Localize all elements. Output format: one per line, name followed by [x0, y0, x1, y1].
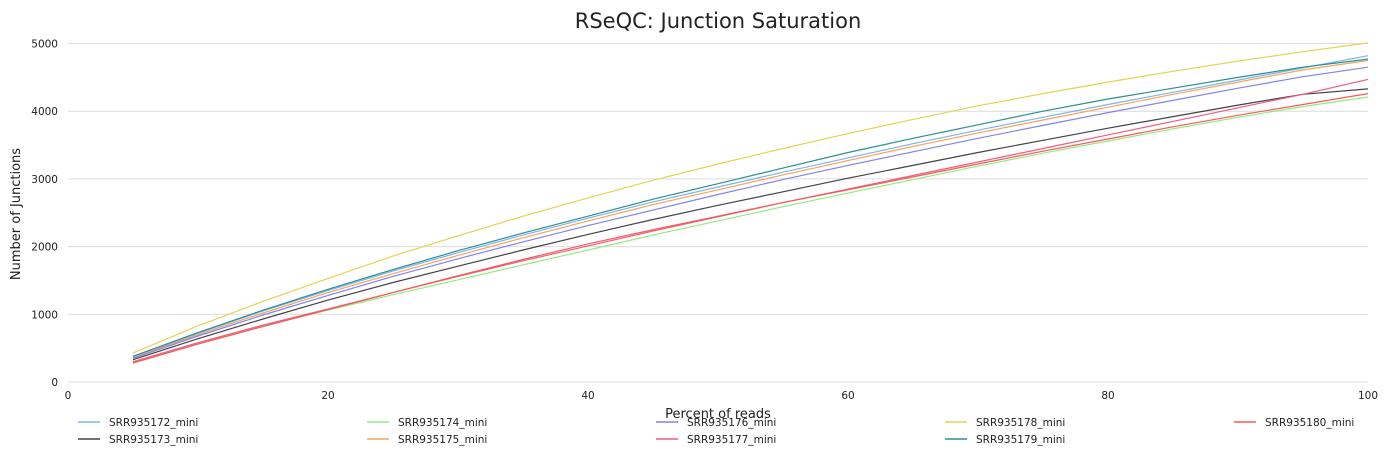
gridlines	[68, 43, 1368, 383]
series-line-SRR935173_mini	[132, 88, 1369, 361]
legend: SRR935172_mini SRR935173_mini SRR935174_mi…	[78, 417, 1354, 446]
y-tick-label: 4000	[31, 106, 58, 118]
series-line-SRR935177_mini	[132, 78, 1369, 363]
series-line-SRR935174_mini	[132, 96, 1369, 363]
legend-item[interactable]: SRR935177_mini	[656, 434, 776, 446]
legend-label: SRR935176_mini	[687, 417, 776, 429]
series-line-SRR935180_mini	[132, 93, 1369, 364]
legend-item[interactable]: SRR935172_mini	[78, 417, 198, 429]
legend-item[interactable]: SRR935180_mini	[1234, 417, 1354, 429]
chart-title: RSeQC: Junction Saturation	[575, 9, 862, 33]
x-axis-label: Percent of reads	[665, 407, 771, 422]
y-axis-ticks: 0 1000 2000 3000 4000 5000	[31, 39, 58, 389]
y-tick-label: 0	[51, 377, 58, 389]
x-axis-ticks: 0 20 40 60 80 100	[65, 390, 1378, 402]
legend-item[interactable]: SRR935179_mini	[945, 434, 1065, 446]
legend-item[interactable]: SRR935175_mini	[367, 434, 487, 446]
legend-item[interactable]: SRR935176_mini	[656, 417, 776, 429]
y-tick-label: 2000	[31, 242, 58, 254]
legend-label: SRR935179_mini	[976, 434, 1065, 446]
legend-item[interactable]: SRR935174_mini	[367, 417, 487, 429]
x-tick-label: 60	[841, 390, 854, 402]
legend-label: SRR935172_mini	[109, 417, 198, 429]
y-tick-label: 1000	[31, 309, 58, 321]
series-line-SRR935178_mini	[132, 42, 1369, 354]
legend-label: SRR935173_mini	[109, 434, 198, 446]
legend-label: SRR935178_mini	[976, 417, 1065, 429]
legend-label: SRR935174_mini	[398, 417, 487, 429]
legend-label: SRR935180_mini	[1265, 417, 1354, 429]
series-line-SRR935176_mini	[132, 66, 1369, 359]
x-tick-label: 20	[321, 390, 334, 402]
series-lines	[132, 42, 1369, 364]
series-line-SRR935172_mini	[132, 55, 1369, 358]
legend-label: SRR935177_mini	[687, 434, 776, 446]
legend-item[interactable]: SRR935173_mini	[78, 434, 198, 446]
series-line-SRR935175_mini	[132, 59, 1369, 359]
legend-item[interactable]: SRR935178_mini	[945, 417, 1065, 429]
y-tick-label: 3000	[31, 174, 58, 186]
series-line-SRR935179_mini	[132, 58, 1369, 357]
x-tick-label: 40	[581, 390, 594, 402]
legend-label: SRR935175_mini	[398, 434, 487, 446]
y-axis-label: Number of Junctions	[9, 148, 24, 280]
y-tick-label: 5000	[31, 39, 58, 51]
x-tick-label: 80	[1101, 390, 1114, 402]
x-tick-label: 0	[65, 390, 72, 402]
x-tick-label: 100	[1358, 390, 1378, 402]
